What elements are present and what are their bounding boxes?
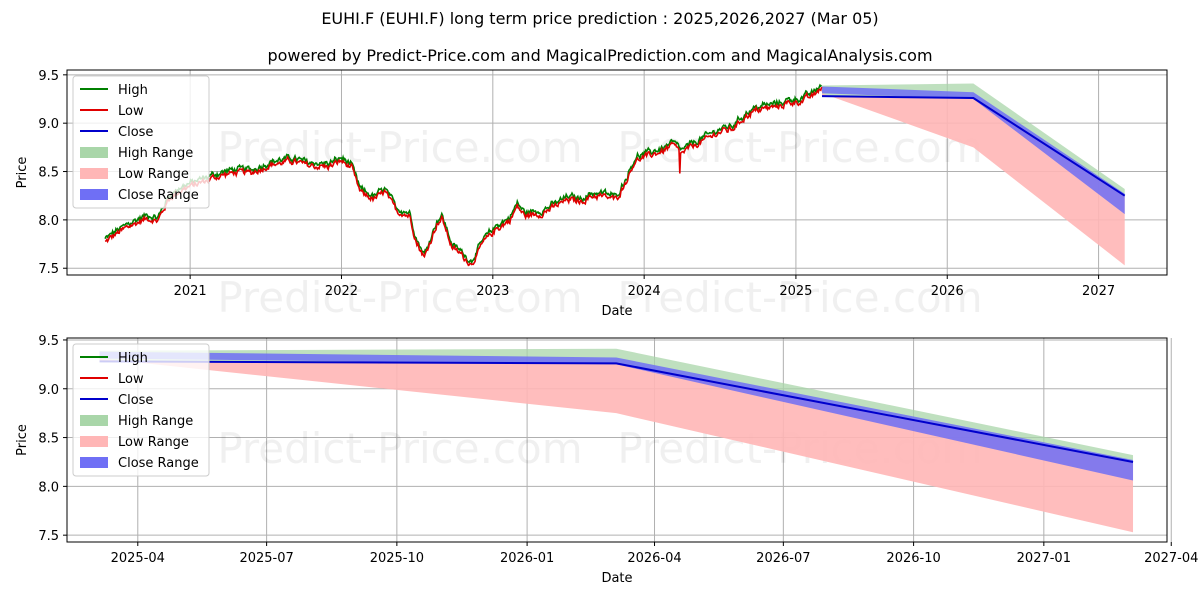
x-tick-label: 2026-07 [756, 551, 810, 566]
history-chart-panel: Predict-Price.com Predict-Price.comPredic… [15, 69, 1168, 322]
axes-frame [66, 337, 1168, 543]
y-tick-label: 8.5 [38, 166, 59, 181]
y-tick-label: 9.5 [38, 69, 59, 84]
legend: High Low Close High Range Low Range Close Ran… [72, 75, 210, 209]
x-tick: 2025-04 [111, 542, 165, 566]
y-tick-label: 9.0 [38, 383, 59, 398]
y-tick-label: 7.5 [38, 529, 59, 544]
x-tick: 2026-04 [627, 542, 682, 566]
low-line [104, 86, 823, 267]
legend-label-close-range: Close Range [118, 456, 199, 471]
x-tick: 2021 [174, 275, 207, 299]
y-tick: 9.0 [38, 383, 67, 398]
legend-label-high-range: High Range [118, 146, 193, 161]
x-tick-label: 2026-01 [500, 551, 554, 566]
x-tick: 2025 [779, 275, 812, 299]
legend-swatch-high-range [80, 415, 108, 426]
legend-label-low-range: Low Range [118, 435, 189, 450]
y-tick: 9.5 [38, 334, 67, 349]
x-tick-label: 2027-01 [1017, 551, 1071, 566]
y-axis-label: Price [15, 157, 30, 189]
x-tick-label: 2025-07 [239, 551, 293, 566]
watermark-text: Predict-Price.com [617, 273, 982, 322]
x-tick: 2025-07 [239, 542, 294, 566]
legend-label-close-range: Close Range [118, 188, 199, 203]
watermark-text: Predict-Price.com [217, 273, 582, 322]
axes-frame [66, 69, 1168, 276]
legend-swatch-high-range [80, 147, 108, 158]
chart-subtitle: powered by Predict-Price.com and Magical… [267, 46, 933, 65]
x-tick-label: 2023 [476, 284, 509, 299]
x-tick: 2026-10 [886, 542, 941, 566]
y-tick: 8.0 [38, 214, 67, 229]
high-range-band [822, 83, 1125, 196]
y-tick: 7.5 [38, 529, 67, 544]
legend-label-low-range: Low Range [118, 167, 189, 182]
x-tick: 2024 [628, 275, 661, 299]
x-tick: 2026-07 [756, 542, 811, 566]
chart-title: EUHI.F (EUHI.F) long term price predicti… [321, 9, 879, 28]
legend-label-high: High [118, 351, 148, 366]
close-line [822, 95, 1126, 197]
plot-area [104, 83, 1126, 267]
x-tick: 2022 [325, 275, 358, 299]
watermark-text: Predict-Price.com [217, 424, 582, 473]
x-tick: 2026 [931, 275, 964, 299]
x-tick: 2026-01 [500, 542, 554, 566]
x-tick-label: 2026 [931, 284, 964, 299]
x-tick-label: 2025-04 [111, 551, 165, 566]
x-tick-label: 2024 [628, 284, 661, 299]
y-tick: 8.5 [38, 432, 67, 447]
y-tick: 8.5 [38, 166, 67, 181]
x-tick-label: 2025 [779, 284, 812, 299]
low-range-band [99, 358, 1134, 533]
y-tick-label: 8.0 [38, 214, 59, 229]
x-axis-label: Date [601, 571, 632, 586]
legend: High Low Close High Range Low Range Close Ran… [72, 343, 210, 477]
x-tick-label: 2021 [174, 284, 207, 299]
legend-swatch-close-range [80, 457, 108, 468]
y-axis-label: Price [15, 424, 30, 456]
legend-swatch-close-range [80, 189, 108, 200]
high-line [104, 83, 823, 265]
x-tick-label: 2026-04 [627, 551, 681, 566]
legend-label-high-range: High Range [118, 414, 193, 429]
y-tick-label: 7.5 [38, 262, 59, 277]
legend-swatch-low-range [80, 436, 108, 447]
low-range-band [822, 93, 1125, 266]
legend-swatch-low-range [80, 168, 108, 179]
x-tick: 2027-01 [1017, 542, 1071, 566]
x-tick-label: 2027 [1082, 284, 1115, 299]
legend-label-close: Close [118, 393, 153, 408]
y-tick-label: 9.5 [38, 334, 59, 349]
forecast-chart-panel: Predict-Price.comPredict-Price.com2025-0… [15, 334, 1198, 586]
legend-label-close: Close [118, 125, 153, 140]
y-tick: 9.5 [38, 69, 67, 84]
x-tick-label: 2026-10 [886, 551, 940, 566]
y-tick: 9.0 [38, 117, 67, 132]
x-axis-label: Date [601, 304, 632, 319]
legend-label-low: Low [118, 372, 144, 387]
y-tick-label: 9.0 [38, 117, 59, 132]
legend-label-low: Low [118, 104, 144, 119]
x-tick: 2023 [476, 275, 509, 299]
y-tick: 7.5 [38, 262, 67, 277]
x-tick: 2025-10 [370, 542, 424, 566]
y-tick-label: 8.0 [38, 480, 59, 495]
legend-label-high: High [118, 83, 148, 98]
y-tick-label: 8.5 [38, 432, 59, 447]
close-line [99, 360, 1134, 463]
x-tick: 2027 [1082, 275, 1115, 299]
x-tick-label: 2027-04 [1144, 551, 1198, 566]
x-tick-label: 2022 [325, 284, 358, 299]
x-tick: 2027-04 [1144, 542, 1198, 566]
x-tick-label: 2025-10 [370, 551, 424, 566]
y-tick: 8.0 [38, 480, 67, 495]
